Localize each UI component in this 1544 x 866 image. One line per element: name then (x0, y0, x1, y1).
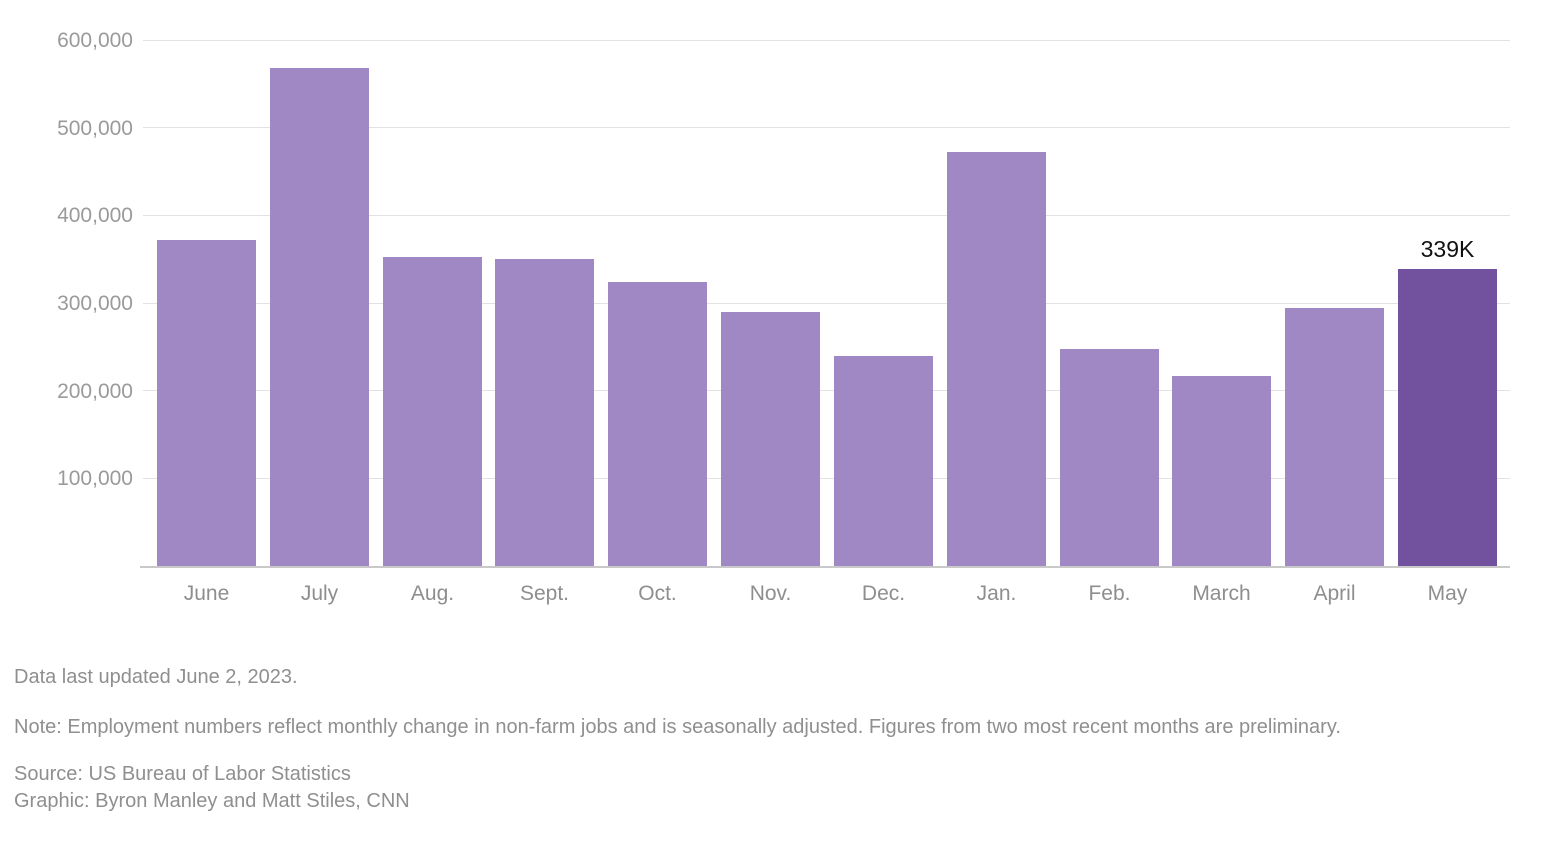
highlight-value-label: 339K (1420, 235, 1475, 262)
source-text: Source: US Bureau of Labor Statistics (14, 763, 351, 785)
bar-june[interactable] (157, 239, 256, 566)
gridline-300000 (143, 302, 1510, 304)
x-axis-tick-label: May (1427, 582, 1468, 605)
bar-dec[interactable] (834, 356, 933, 566)
bar-may[interactable] (1398, 268, 1497, 566)
credit-text: Graphic: Byron Manley and Matt Stiles, C… (14, 790, 410, 812)
note-text: Note: Employment numbers reflect monthly… (14, 716, 1341, 738)
bar-july[interactable] (270, 68, 369, 566)
x-axis-tick-label: March (1192, 582, 1251, 605)
bar-aug[interactable] (383, 257, 482, 566)
y-axis-tick-label: 400,000 (57, 204, 133, 228)
x-axis-tick-label: June (183, 582, 230, 605)
last-updated-text: Data last updated June 2, 2023. (14, 666, 298, 688)
y-axis-tick-label: 500,000 (57, 116, 133, 140)
x-axis-tick-label: Sept. (519, 582, 570, 605)
bar-march[interactable] (1172, 375, 1271, 566)
y-axis-tick-label: 100,000 (57, 467, 133, 491)
x-axis-tick-label: April (1313, 582, 1356, 605)
y-axis-tick-label: 600,000 (57, 29, 133, 52)
bar-sept[interactable] (495, 259, 594, 566)
bar-april[interactable] (1285, 308, 1384, 566)
y-axis-tick-label: 200,000 (57, 379, 133, 403)
x-axis-tick-label: Jan. (976, 582, 1017, 605)
gridline-500000 (143, 127, 1510, 129)
x-axis-tick-label: Dec. (861, 582, 906, 605)
x-axis-line (140, 566, 1510, 568)
gridline-200000 (143, 390, 1510, 392)
y-axis-tick-label: 300,000 (57, 292, 133, 315)
x-axis-tick-label: Aug. (410, 582, 455, 605)
x-axis-tick-label: July (300, 582, 339, 605)
monthly-jobs-bar-chart: 100,000 200,000 300,000 400,000 500,000 600,0… (57, 29, 1510, 605)
x-axis-tick-label: Feb. (1088, 582, 1131, 605)
gridline-600000 (143, 39, 1510, 41)
bar-jan[interactable] (947, 152, 1046, 566)
bar-oct[interactable] (608, 281, 707, 566)
bar-nov[interactable] (721, 311, 820, 566)
x-axis-tick-label: Oct. (638, 582, 677, 605)
x-axis-tick-label: Nov. (749, 582, 792, 605)
gridline-100000 (143, 477, 1510, 479)
gridline-400000 (143, 214, 1510, 216)
bar-feb[interactable] (1060, 348, 1159, 566)
